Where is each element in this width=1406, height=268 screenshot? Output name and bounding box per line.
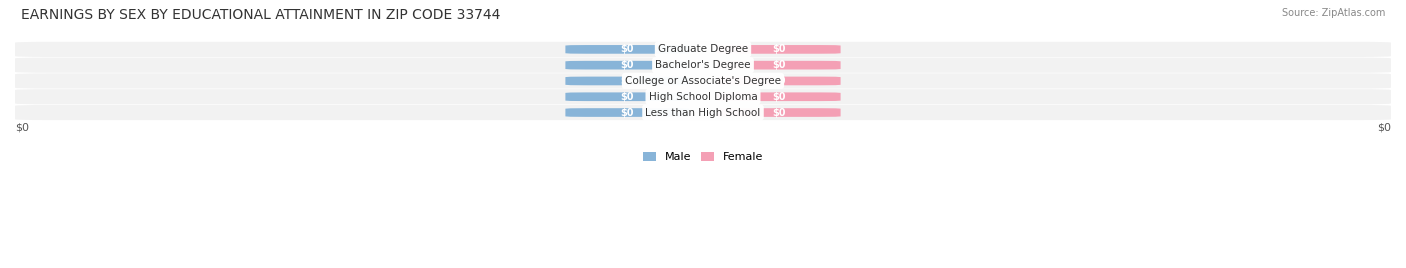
Text: Graduate Degree: Graduate Degree <box>658 44 748 54</box>
Text: $0: $0 <box>620 60 634 70</box>
FancyBboxPatch shape <box>15 105 1391 120</box>
FancyBboxPatch shape <box>717 61 841 69</box>
Text: Source: ZipAtlas.com: Source: ZipAtlas.com <box>1281 8 1385 18</box>
FancyBboxPatch shape <box>565 92 689 101</box>
FancyBboxPatch shape <box>15 73 1391 88</box>
Text: $0: $0 <box>620 107 634 118</box>
Text: Bachelor's Degree: Bachelor's Degree <box>655 60 751 70</box>
Legend: Male, Female: Male, Female <box>640 149 766 166</box>
FancyBboxPatch shape <box>717 108 841 117</box>
Text: College or Associate's Degree: College or Associate's Degree <box>626 76 780 86</box>
Text: $0: $0 <box>772 92 786 102</box>
Text: Less than High School: Less than High School <box>645 107 761 118</box>
Text: $0: $0 <box>772 107 786 118</box>
FancyBboxPatch shape <box>717 92 841 101</box>
FancyBboxPatch shape <box>565 108 689 117</box>
Text: $0: $0 <box>15 122 30 132</box>
FancyBboxPatch shape <box>565 45 689 54</box>
FancyBboxPatch shape <box>565 77 689 85</box>
Text: $0: $0 <box>772 60 786 70</box>
Text: $0: $0 <box>772 44 786 54</box>
Text: $0: $0 <box>1376 122 1391 132</box>
FancyBboxPatch shape <box>15 89 1391 104</box>
FancyBboxPatch shape <box>15 42 1391 57</box>
Text: High School Diploma: High School Diploma <box>648 92 758 102</box>
Text: $0: $0 <box>620 92 634 102</box>
Text: $0: $0 <box>620 76 634 86</box>
Text: EARNINGS BY SEX BY EDUCATIONAL ATTAINMENT IN ZIP CODE 33744: EARNINGS BY SEX BY EDUCATIONAL ATTAINMEN… <box>21 8 501 22</box>
Text: $0: $0 <box>620 44 634 54</box>
FancyBboxPatch shape <box>717 45 841 54</box>
FancyBboxPatch shape <box>717 77 841 85</box>
FancyBboxPatch shape <box>565 61 689 69</box>
FancyBboxPatch shape <box>15 58 1391 73</box>
Text: $0: $0 <box>772 76 786 86</box>
